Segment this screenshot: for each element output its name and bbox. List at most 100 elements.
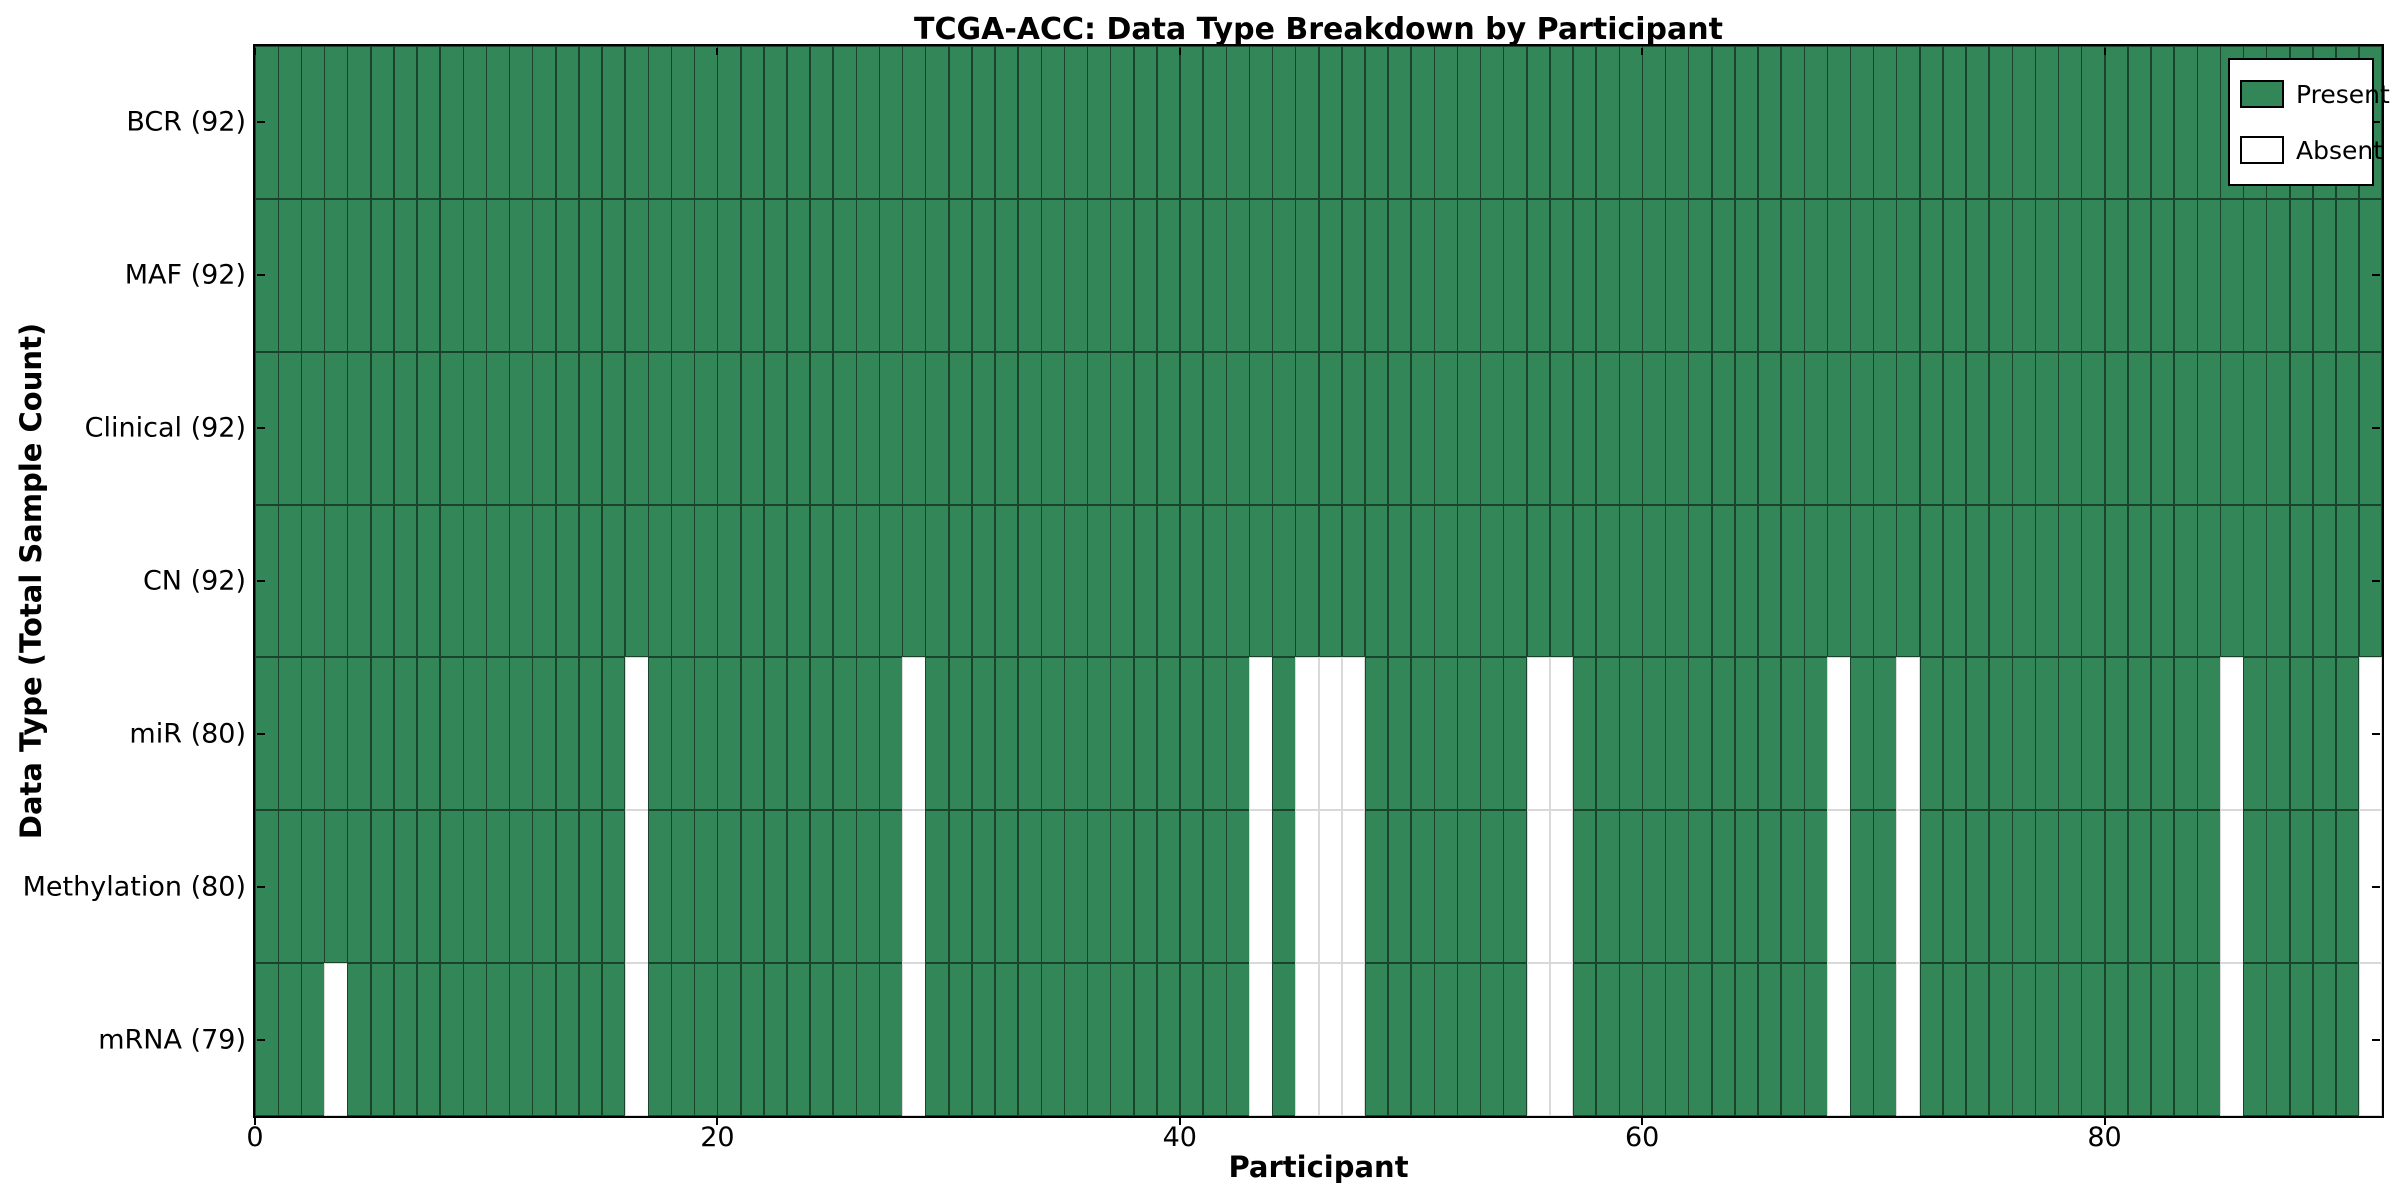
matrix-cell-present — [2197, 46, 2221, 199]
matrix-cell-present — [1688, 504, 1713, 658]
matrix-cell-present — [1226, 351, 1250, 505]
matrix-cell-present — [1387, 46, 1412, 199]
matrix-cell-present — [1919, 46, 1944, 199]
matrix-cell-present — [555, 46, 580, 199]
matrix-cell-present — [1041, 963, 1065, 1116]
matrix-cell-present — [1017, 198, 1042, 352]
matrix-cell-present — [2127, 504, 2152, 658]
matrix-cell-present — [1457, 657, 1481, 811]
matrix-cell-present — [694, 351, 718, 505]
tick-mark — [257, 121, 265, 124]
matrix-cell-present — [1942, 657, 1967, 811]
matrix-cell-present — [1272, 657, 1296, 811]
matrix-cell-absent — [1549, 657, 1574, 811]
matrix-cell-present — [370, 810, 395, 964]
matrix-cell-present — [763, 198, 788, 352]
matrix-cell-present — [786, 46, 811, 199]
matrix-cell-present — [1272, 46, 1296, 199]
matrix-cell-present — [624, 351, 649, 505]
matrix-cell-present — [1133, 351, 1158, 505]
matrix-cell-present — [648, 198, 672, 352]
matrix-cell-present — [1711, 504, 1736, 658]
matrix-cell-present — [648, 963, 672, 1116]
matrix-cell-present — [370, 198, 395, 352]
tick-mark — [254, 1118, 256, 1125]
matrix-cell-present — [648, 657, 672, 811]
matrix-cell-present — [1688, 46, 1713, 199]
matrix-cell-present — [1202, 351, 1227, 505]
matrix-cell-present — [648, 351, 672, 505]
matrix-cell-absent — [1827, 810, 1851, 964]
matrix-cell-present — [1549, 504, 1574, 658]
matrix-cell-present — [1711, 351, 1736, 505]
matrix-cell-present — [1688, 198, 1713, 352]
matrix-cell-present — [1526, 46, 1551, 199]
matrix-cell-present — [416, 198, 441, 352]
matrix-cell-present — [1850, 810, 1874, 964]
matrix-cell-present — [1179, 504, 1204, 658]
matrix-cell-present — [1110, 351, 1135, 505]
matrix-cell-present — [1226, 963, 1250, 1116]
matrix-cell-absent — [2358, 963, 2383, 1116]
matrix-cell-present — [1272, 963, 1296, 1116]
matrix-cell-present — [2035, 657, 2059, 811]
matrix-cell-absent — [1249, 963, 1273, 1116]
matrix-cell-present — [601, 657, 626, 811]
matrix-cell-present — [1341, 46, 1366, 199]
matrix-cell-present — [1988, 46, 2013, 199]
matrix-cell-present — [1295, 198, 1319, 352]
matrix-cell-present — [1341, 351, 1366, 505]
matrix-cell-present — [532, 46, 557, 199]
matrix-cell-present — [2266, 810, 2290, 964]
matrix-cell-present — [416, 657, 441, 811]
matrix-cell-present — [1156, 351, 1181, 505]
matrix-cell-present — [925, 504, 950, 658]
matrix-cell-present — [2012, 198, 2036, 352]
matrix-cell-present — [439, 351, 464, 505]
matrix-cell-present — [2012, 963, 2036, 1116]
matrix-cell-present — [1804, 657, 1828, 811]
matrix-cell-present — [1688, 657, 1713, 811]
matrix-cell-present — [1457, 504, 1481, 658]
matrix-cell-present — [1780, 657, 1805, 811]
matrix-cell-absent — [624, 963, 649, 1116]
matrix-cell-present — [1318, 46, 1343, 199]
matrix-cell-present — [1503, 351, 1528, 505]
matrix-cell-present — [902, 504, 926, 658]
matrix-cell-absent — [1526, 963, 1551, 1116]
matrix-cell-present — [370, 351, 395, 505]
matrix-cell-absent — [1318, 657, 1343, 811]
matrix-cell-present — [2081, 504, 2106, 658]
matrix-cell-present — [832, 657, 857, 811]
matrix-cell-present — [578, 963, 603, 1116]
matrix-cell-present — [439, 657, 464, 811]
matrix-cell-present — [832, 963, 857, 1116]
matrix-cell-present — [486, 351, 510, 505]
matrix-cell-present — [902, 198, 926, 352]
matrix-cell-present — [2312, 810, 2337, 964]
matrix-cell-present — [1202, 198, 1227, 352]
matrix-cell-present — [1156, 198, 1181, 352]
matrix-cell-present — [1480, 657, 1504, 811]
matrix-cell-present — [416, 46, 441, 199]
x-tick-label: 60 — [1624, 1122, 1660, 1153]
matrix-cell-present — [555, 810, 580, 964]
matrix-cell-present — [1688, 351, 1713, 505]
matrix-cell-present — [2127, 46, 2152, 199]
matrix-cell-present — [1619, 351, 1643, 505]
matrix-cell-present — [763, 504, 788, 658]
matrix-cell-present — [948, 198, 973, 352]
matrix-cell-present — [2220, 198, 2244, 352]
matrix-cell-present — [2335, 963, 2360, 1116]
matrix-cell-present — [555, 657, 580, 811]
matrix-cell-present — [763, 657, 788, 811]
matrix-cell-present — [763, 963, 788, 1116]
matrix-cell-present — [2358, 198, 2383, 352]
matrix-cell-present — [1642, 810, 1666, 964]
matrix-cell-present — [1757, 810, 1782, 964]
matrix-cell-present — [1850, 351, 1874, 505]
x-tick-label: 0 — [246, 1122, 264, 1153]
matrix-cell-present — [1595, 810, 1620, 964]
matrix-cell-present — [2335, 657, 2360, 811]
matrix-cell-present — [1457, 198, 1481, 352]
